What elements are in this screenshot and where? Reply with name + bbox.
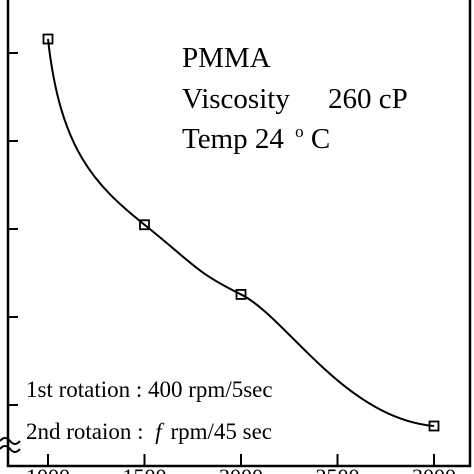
data-point: [235, 289, 247, 300]
rotation-2-prefix: 2nd rotaion :: [26, 419, 144, 444]
plot-frame: [6, 0, 472, 468]
data-points: [42, 33, 440, 432]
x-tick-label: 3000: [412, 464, 456, 474]
x-axis-ticks: [47, 454, 435, 466]
x-tick-label: 2000: [219, 464, 263, 474]
data-point: [42, 33, 54, 45]
annotation-viscosity: Viscosity 260 cP: [182, 83, 408, 115]
x-tick-label: 1500: [123, 464, 167, 474]
viscosity-label: Viscosity: [182, 83, 290, 115]
data-point: [428, 420, 440, 432]
rotation-2-suffix: rpm/45 sec: [170, 419, 272, 444]
x-tick-label: 2500: [316, 464, 360, 474]
viscosity-value: 260 cP: [328, 83, 408, 115]
annotation-rotation-1: 1st rotation : 400 rpm/5sec: [26, 377, 273, 402]
rotation-2-variable: f: [155, 419, 165, 444]
temp-label: Temp 24: [182, 123, 284, 155]
x-axis-tick-labels: 1000 1500 2000 2500 3000: [26, 464, 456, 474]
x-tick-label: 1000: [26, 464, 70, 474]
temp-degree: o: [295, 122, 304, 141]
axis-break-icon: [0, 437, 21, 453]
annotation-material: PMMA: [182, 42, 271, 74]
annotation-temperature: Temp 24 o C: [182, 112, 330, 155]
fit-curve: [47, 38, 435, 427]
y-axis-ticks: [8, 52, 18, 406]
data-point: [139, 219, 150, 231]
annotation-rotation-2: 2nd rotaion : f rpm/45 sec: [26, 419, 272, 444]
temp-unit: C: [311, 123, 330, 155]
